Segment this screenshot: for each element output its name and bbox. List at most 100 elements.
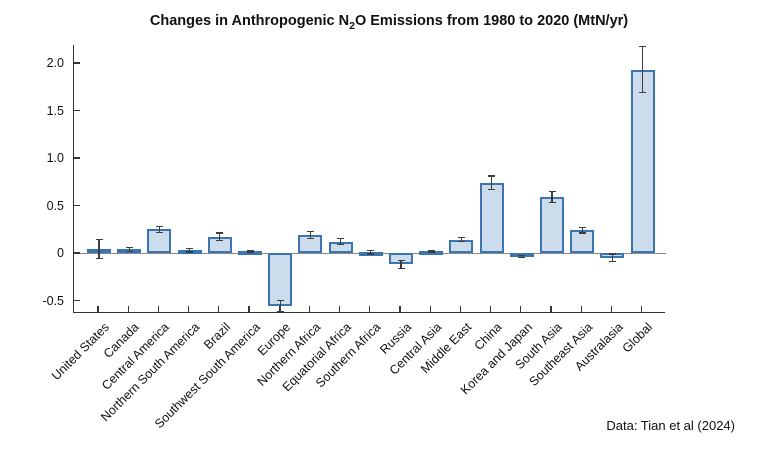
error-bar-cap — [155, 231, 163, 233]
x-axis-tick — [127, 306, 129, 312]
chart-title-subscript: 2 — [349, 19, 355, 32]
error-bar-central-america — [158, 226, 160, 233]
error-bar-northern-south-america — [189, 248, 191, 253]
x-axis-tick — [278, 306, 280, 312]
error-bar-cap — [337, 243, 345, 246]
error-bar-southeast-asia — [581, 227, 583, 234]
y-tick-label: -0.5 — [42, 293, 64, 308]
bar-global — [630, 69, 655, 253]
x-axis-tick — [218, 306, 220, 312]
x-axis-tick — [459, 306, 462, 312]
y-tick-label: 0.5 — [46, 198, 64, 213]
error-bar-cap — [95, 239, 103, 241]
error-bar-central-asia — [430, 250, 432, 253]
y-axis-tick — [74, 252, 80, 254]
error-bar-cap — [95, 258, 103, 260]
error-bar-cap — [337, 238, 345, 240]
error-bar-cap — [397, 267, 405, 269]
y-axis-tick — [74, 204, 80, 207]
error-bar-cap — [276, 299, 284, 302]
chart-title-post: O Emissions from 1980 to 2020 (MtN/yr) — [354, 13, 629, 29]
x-axis-tick — [610, 306, 613, 312]
error-bar-cap — [548, 202, 556, 204]
error-bar-brazil — [219, 233, 221, 241]
x-tick-label-global: Global — [620, 320, 656, 356]
x-axis-tick — [97, 306, 99, 312]
data-source-caption: Data: Tian et al (2024) — [606, 418, 735, 433]
error-bar-cap — [367, 249, 375, 251]
x-axis-tick — [308, 306, 311, 312]
error-bar-cap — [578, 226, 586, 228]
x-axis-tick — [399, 306, 401, 312]
x-axis-tick — [490, 306, 492, 312]
error-bar-united-states — [98, 239, 100, 259]
error-bar-cap — [518, 257, 526, 259]
x-axis-tick — [339, 306, 341, 312]
error-bar-cap — [367, 253, 375, 255]
chart-title: Changes in Anthropogenic N2O Emissions f… — [73, 13, 705, 32]
error-bar-cap — [125, 246, 133, 248]
y-tick-label: 0 — [57, 246, 64, 260]
error-bar-cap — [457, 241, 465, 243]
x-axis-tick — [550, 306, 552, 312]
error-bar-cap — [397, 260, 405, 262]
error-bar-cap — [155, 225, 163, 227]
x-axis-tick — [580, 306, 582, 312]
y-axis-tick — [74, 299, 80, 302]
error-bar-middle-east — [460, 237, 462, 242]
error-bar-cap — [186, 251, 194, 253]
y-tick-label: 2.0 — [46, 56, 64, 70]
error-bar-australasia — [611, 253, 613, 262]
chart-title-pre: Changes in Anthropogenic N — [149, 13, 350, 29]
error-bar-cap — [608, 253, 616, 255]
x-axis-tick — [641, 306, 643, 312]
error-bar-cap — [548, 190, 556, 192]
x-axis-tick — [157, 306, 160, 312]
x-axis-tick — [248, 306, 250, 312]
error-bar-cap — [488, 188, 496, 190]
bar-europe — [268, 253, 293, 307]
error-bar-cap — [246, 251, 254, 253]
error-bar-china — [491, 176, 493, 190]
error-bar-cap — [427, 249, 435, 251]
error-bar-global — [642, 46, 644, 93]
y-tick-label: 1.0 — [46, 151, 64, 165]
error-bar-cap — [608, 260, 616, 263]
bar-central-america — [147, 229, 172, 253]
error-bar-cap — [306, 238, 314, 240]
error-bar-korea-and-japan — [521, 255, 523, 258]
error-bar-south-asia — [551, 191, 553, 203]
error-bar-northern-africa — [309, 231, 311, 239]
error-bar-cap — [216, 240, 224, 242]
error-bar-cap — [186, 247, 194, 249]
x-axis-tick — [369, 306, 371, 312]
x-axis-tick — [188, 306, 190, 312]
error-bar-cap — [639, 91, 647, 94]
error-bar-equatorial-africa — [340, 238, 342, 245]
error-bar-cap — [639, 46, 647, 48]
bar-south-asia — [540, 196, 564, 253]
bar-china — [479, 182, 504, 253]
error-bar-southwest-south-america — [249, 250, 251, 253]
error-bar-cap — [488, 175, 496, 177]
y-axis-tick — [74, 157, 80, 159]
error-bar-cap — [427, 251, 435, 253]
error-bar-cap — [457, 237, 465, 239]
error-bar-europe — [279, 300, 281, 312]
error-bar-cap — [578, 232, 586, 234]
x-axis-tick — [429, 306, 431, 312]
error-bar-canada — [128, 247, 130, 252]
error-bar-cap — [246, 249, 254, 251]
error-bar-russia — [400, 260, 402, 269]
plot-area — [73, 45, 666, 313]
y-axis-tick — [74, 62, 80, 64]
y-tick-label: 1.5 — [46, 103, 64, 118]
error-bar-cap — [125, 250, 133, 252]
error-bar-cap — [518, 255, 526, 257]
error-bar-southern-africa — [370, 250, 372, 254]
error-bar-cap — [306, 230, 314, 232]
x-axis-tick — [520, 306, 522, 312]
y-axis-tick — [74, 109, 80, 112]
error-bar-cap — [276, 311, 284, 313]
